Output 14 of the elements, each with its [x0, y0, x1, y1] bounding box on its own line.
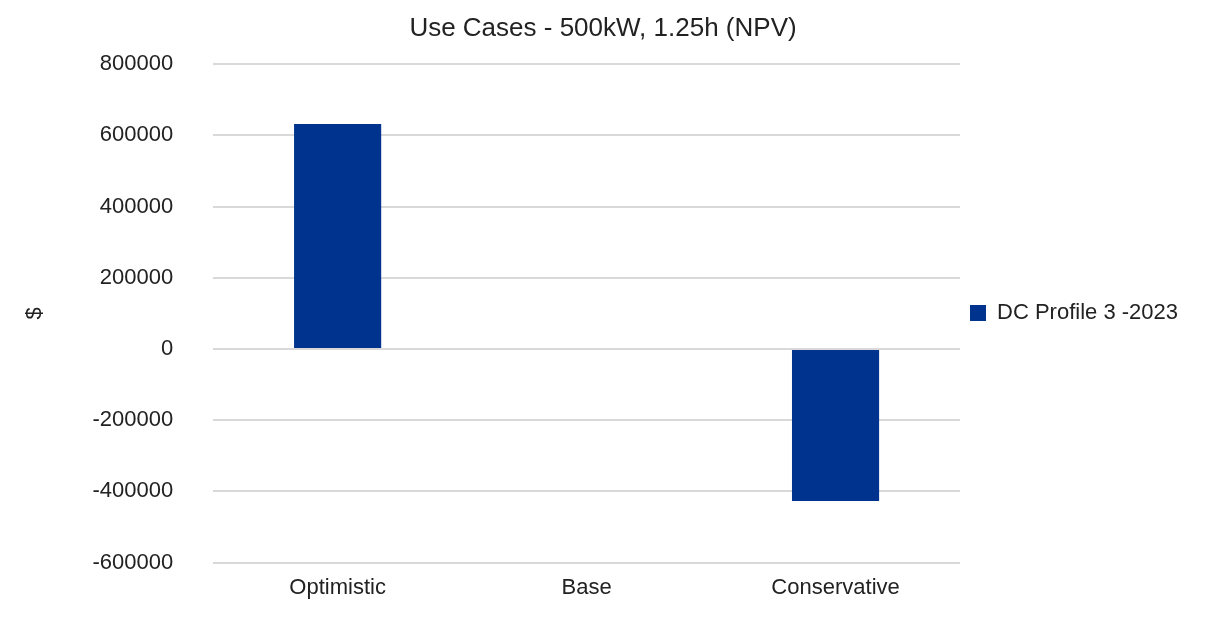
- x-tick-label: Base: [561, 573, 612, 599]
- y-tick-label: -400000: [92, 477, 174, 503]
- y-tick-label: 0: [160, 335, 174, 361]
- y-tick-label: -600000: [92, 548, 174, 574]
- x-tick-label: Optimistic: [289, 573, 386, 599]
- legend-label: DC Profile 3 -2023: [997, 299, 1179, 325]
- y-tick-label: 600000: [99, 121, 174, 147]
- y-tick-label: 400000: [99, 192, 174, 218]
- y-axis-title: $: [21, 307, 47, 320]
- x-tick-label: Conservative: [771, 573, 900, 599]
- y-tick-label: -200000: [92, 406, 174, 432]
- y-tick-label: 800000: [99, 50, 174, 76]
- chart-title: Use Cases - 500kW, 1.25h (NPV): [409, 11, 797, 42]
- y-tick-label: 200000: [99, 263, 174, 289]
